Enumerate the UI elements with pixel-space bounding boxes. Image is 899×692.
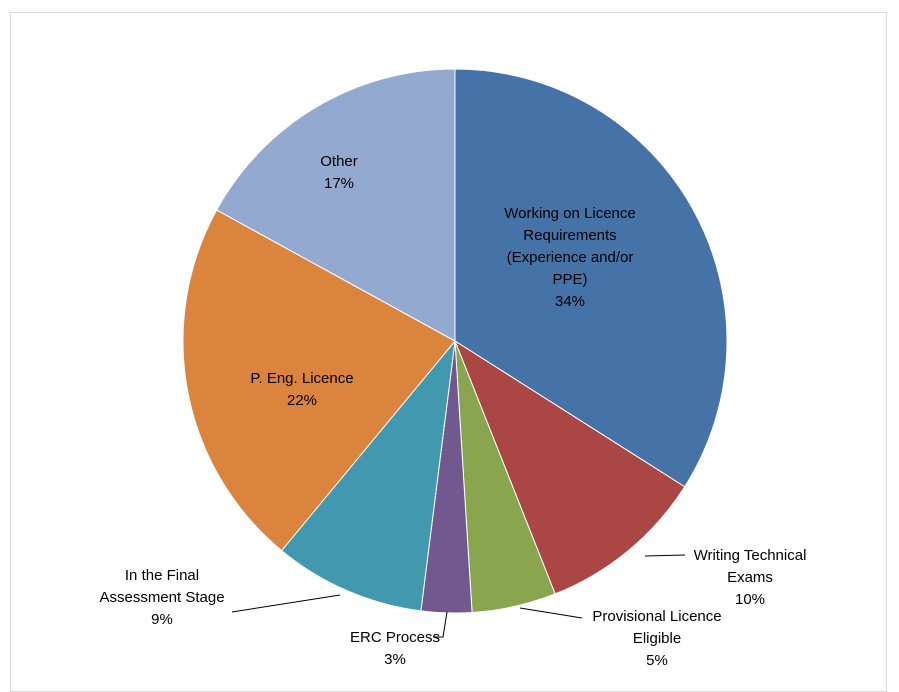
- data-label-p-eng-licence: P. Eng. Licence 22%: [250, 370, 353, 409]
- leader-line-provisional-licence-eligible: [519, 607, 583, 619]
- data-label-working-on-licence-requirements-experience-and-or-ppe: Working on Licence Requirements (Experienc…: [504, 205, 635, 310]
- pie-slice-other: [215, 68, 456, 342]
- data-label-in-the-final-assessment-stage: In the Final Assessment Stage 9%: [99, 567, 224, 628]
- leader-line-erc-process: [433, 611, 448, 638]
- data-label-other: Other 17%: [320, 153, 358, 192]
- data-label-erc-process: ERC Process 3%: [350, 629, 440, 668]
- pie-chart: Working on Licence Requirements (Experienc…: [99, 68, 807, 669]
- pie-slice-p-eng-licence: [182, 209, 456, 552]
- data-label-provisional-licence-eligible: Provisional Licence Eligible 5%: [592, 608, 721, 669]
- data-label-writing-technical-exams: Writing Technical Exams 10%: [694, 547, 807, 608]
- leader-line-in-the-final-assessment-stage: [231, 594, 341, 613]
- pie-slice-working-on-licence-requirements-experience-and-or-ppe: [454, 68, 728, 488]
- pie-slice-in-the-final-assessment-stage: [280, 339, 456, 612]
- pie-slice-writing-technical-exams: [453, 339, 686, 595]
- leader-line-writing-technical-exams: [644, 554, 686, 557]
